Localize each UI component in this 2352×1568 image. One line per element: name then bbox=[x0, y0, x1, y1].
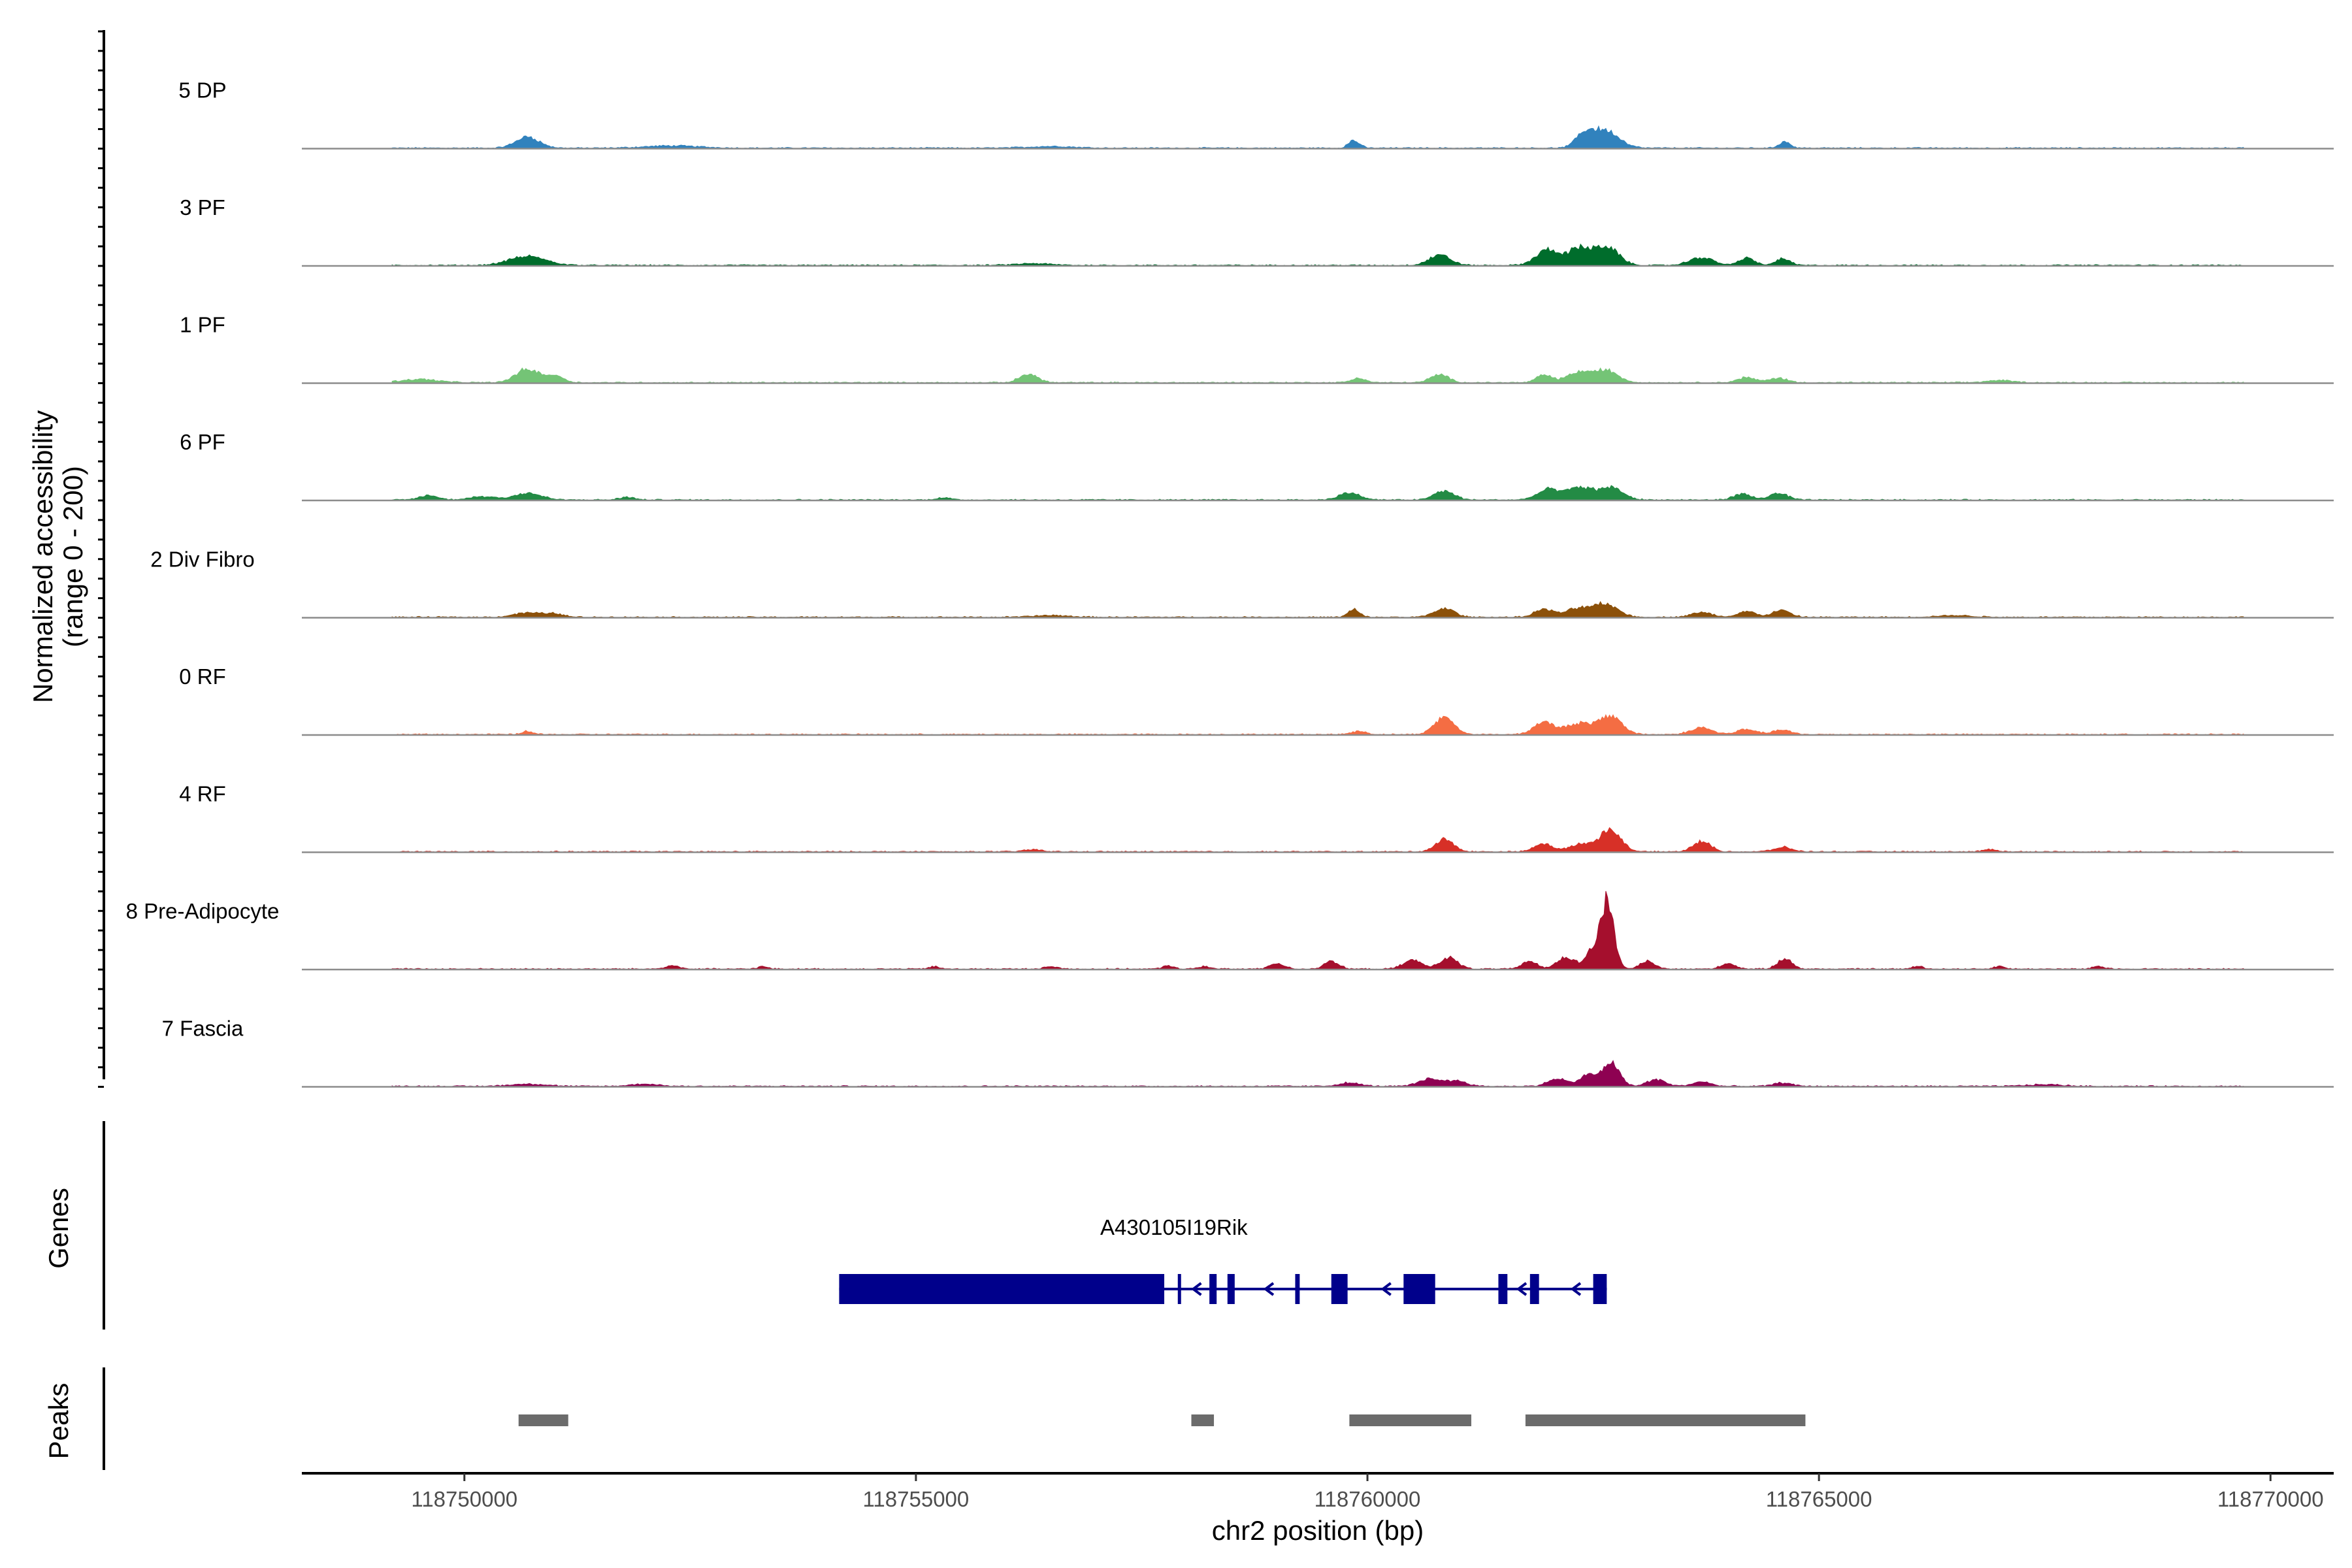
x-tick-label: 118765000 bbox=[1766, 1487, 1872, 1511]
peak-region bbox=[1349, 1414, 1471, 1426]
gene-exon bbox=[1209, 1274, 1217, 1304]
strand-arrow bbox=[1380, 1282, 1392, 1296]
gene-exon bbox=[1529, 1274, 1539, 1304]
coverage-track: 6 PF bbox=[180, 430, 2334, 502]
coverage-track: 3 PF bbox=[180, 195, 2334, 267]
track-label: 6 PF bbox=[180, 430, 225, 454]
peaks-panel-title: Peaks bbox=[43, 1383, 74, 1460]
strand-arrow bbox=[1191, 1282, 1202, 1296]
coverage-track: 2 Div Fibro bbox=[150, 547, 2334, 619]
gene-exon bbox=[1331, 1274, 1348, 1304]
gene-exon bbox=[1403, 1274, 1435, 1304]
gene-label: A430105I19Rik bbox=[1100, 1215, 1248, 1239]
gene-exon bbox=[839, 1274, 1165, 1304]
gene-exon bbox=[1295, 1274, 1300, 1304]
peak-track bbox=[518, 1414, 1806, 1426]
track-label: 2 Div Fibro bbox=[150, 547, 255, 572]
coverage-track: 0 RF bbox=[179, 664, 2334, 736]
coverage-track: 5 DP bbox=[178, 78, 2334, 150]
gene-exon bbox=[1593, 1274, 1607, 1304]
peak-region bbox=[518, 1414, 568, 1426]
gene-track: A430105I19Rik bbox=[839, 1215, 1607, 1304]
strand-arrow bbox=[1516, 1282, 1527, 1296]
peak-region bbox=[1525, 1414, 1806, 1426]
track-label: 4 RF bbox=[179, 782, 226, 806]
track-label: 8 Pre-Adipocyte bbox=[126, 899, 280, 923]
track-label: 1 PF bbox=[180, 313, 225, 337]
x-axis-title: chr2 position (bp) bbox=[1212, 1515, 1424, 1546]
gene-exon bbox=[1498, 1274, 1508, 1304]
x-axis: 118750000 118755000 118760000 118765000 1187… bbox=[302, 1472, 2334, 1511]
genes-panel-title: Genes bbox=[43, 1188, 74, 1269]
coverage-tracks: 5 DP 3 PF 1 PF 6 PF 2 Div Fibro 0 RF 4 RF 8 Pre… bbox=[126, 78, 2334, 1088]
peak-region bbox=[1191, 1414, 1215, 1426]
x-tick-label: 118755000 bbox=[863, 1487, 970, 1511]
coverage-track: 4 RF bbox=[179, 782, 2334, 853]
x-tick-label: 118760000 bbox=[1315, 1487, 1421, 1511]
coverage-y-axis bbox=[98, 30, 105, 1088]
coverage-track: 1 PF bbox=[180, 313, 2334, 384]
track-label: 5 DP bbox=[178, 78, 226, 103]
gene-exon bbox=[1227, 1274, 1235, 1304]
x-tick-label: 118770000 bbox=[2217, 1487, 2324, 1511]
coverage-track: 7 Fascia bbox=[162, 1017, 2334, 1088]
coverage-track: 8 Pre-Adipocyte bbox=[126, 890, 2334, 971]
gene-model: A430105I19Rik bbox=[839, 1215, 1607, 1304]
y-axis-title-line-1: Normalized accessibility bbox=[27, 410, 58, 703]
strand-arrow bbox=[1263, 1282, 1275, 1296]
track-label: 0 RF bbox=[179, 664, 226, 689]
gene-exon bbox=[1177, 1274, 1181, 1304]
track-label: 3 PF bbox=[180, 195, 225, 220]
x-tick-label: 118750000 bbox=[411, 1487, 517, 1511]
y-axis-title-line-2: (range 0 - 200) bbox=[57, 466, 88, 647]
strand-arrow bbox=[1570, 1282, 1582, 1296]
track-label: 7 Fascia bbox=[162, 1017, 244, 1041]
